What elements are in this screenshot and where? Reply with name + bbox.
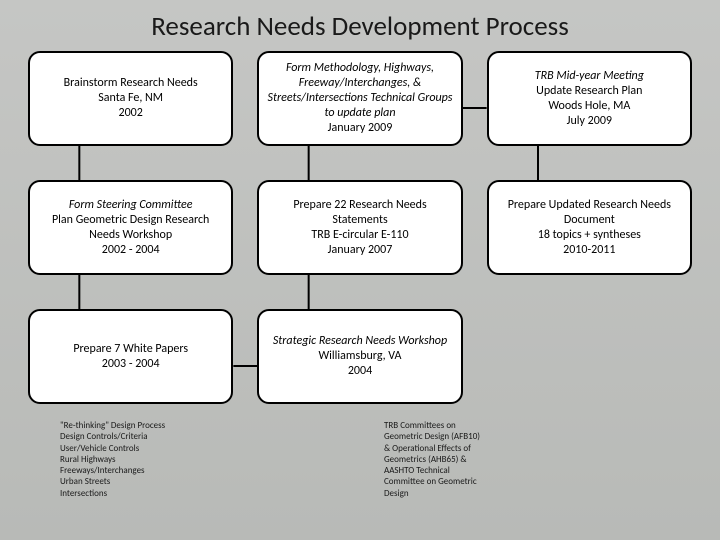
footer-left-list: "Re-thinking" Design ProcessDesign Contr… xyxy=(60,420,265,499)
box-text: 2010-2011 xyxy=(495,243,684,258)
box-text: Woods Hole, MA xyxy=(495,99,684,114)
box-text: January 2007 xyxy=(265,243,454,258)
footer-right-list: TRB Committees onGeometric Design (AFB10… xyxy=(384,420,589,499)
box-text: 2004 xyxy=(265,364,454,379)
footer-item: Freeways/Interchanges xyxy=(60,465,265,476)
diagram-area: Brainstorm Research NeedsSanta Fe, NM200… xyxy=(0,51,720,404)
box-text: Strategic Research Needs Workshop xyxy=(265,334,454,349)
box-text: Williamsburg, VA xyxy=(265,349,454,364)
footer-item: "Re-thinking" Design Process xyxy=(60,420,265,431)
footer-item: Geometric Design (AFB10) xyxy=(384,431,589,442)
footer-item: User/Vehicle Controls xyxy=(60,443,265,454)
flow-box-b2: TRB Mid-year MeetingUpdate Research Plan… xyxy=(487,51,692,146)
flow-box-b5: Prepare Updated Research Needs Document1… xyxy=(487,180,692,275)
footer-item: Committee on Geometric xyxy=(384,476,589,487)
footer-item: Design xyxy=(384,488,589,499)
box-text: Form Steering Committee xyxy=(36,198,225,213)
box-text: July 2009 xyxy=(495,114,684,129)
footer-item: Urban Streets xyxy=(60,476,265,487)
box-text: Prepare 7 White Papers xyxy=(36,342,225,357)
flow-box-b6: Prepare 7 White Papers2003 - 2004 xyxy=(28,309,233,404)
box-text: 2003 - 2004 xyxy=(36,357,225,372)
box-text: Brainstorm Research Needs xyxy=(36,76,225,91)
flow-box-b1: Form Methodology, Highways, Freeway/Inte… xyxy=(257,51,462,146)
box-text: Plan Geometric Design Research Needs Wor… xyxy=(36,213,225,243)
box-text: 2002 xyxy=(36,106,225,121)
box-text: Form Methodology, Highways, Freeway/Inte… xyxy=(265,61,454,121)
footer-item: TRB Committees on xyxy=(384,420,589,431)
box-text: TRB E-circular E-110 xyxy=(265,228,454,243)
footer-item: Rural Highways xyxy=(60,454,265,465)
flow-box-b0: Brainstorm Research NeedsSanta Fe, NM200… xyxy=(28,51,233,146)
flow-box-b4: Prepare 22 Research Needs StatementsTRB … xyxy=(257,180,462,275)
box-text: Santa Fe, NM xyxy=(36,91,225,106)
box-text: 2002 - 2004 xyxy=(36,243,225,258)
box-text: Update Research Plan xyxy=(495,84,684,99)
footer-item: Geometrics (AHB65) & xyxy=(384,454,589,465)
footer-item: AASHTO Technical xyxy=(384,465,589,476)
box-grid: Brainstorm Research NeedsSanta Fe, NM200… xyxy=(28,51,692,404)
box-text: TRB Mid-year Meeting xyxy=(495,69,684,84)
footer-item: Intersections xyxy=(60,488,265,499)
flow-box-b3: Form Steering CommitteePlan Geometric De… xyxy=(28,180,233,275)
flow-box-b7: Strategic Research Needs WorkshopWilliam… xyxy=(257,309,462,404)
box-text: January 2009 xyxy=(265,121,454,136)
footer-notes: "Re-thinking" Design ProcessDesign Contr… xyxy=(0,404,720,499)
box-text: Prepare Updated Research Needs Document xyxy=(495,198,684,228)
box-text: 18 topics + syntheses xyxy=(495,228,684,243)
footer-item: & Operational Effects of xyxy=(384,443,589,454)
page-title: Research Needs Development Process xyxy=(0,0,720,51)
box-text: Prepare 22 Research Needs Statements xyxy=(265,198,454,228)
footer-item: Design Controls/Criteria xyxy=(60,431,265,442)
